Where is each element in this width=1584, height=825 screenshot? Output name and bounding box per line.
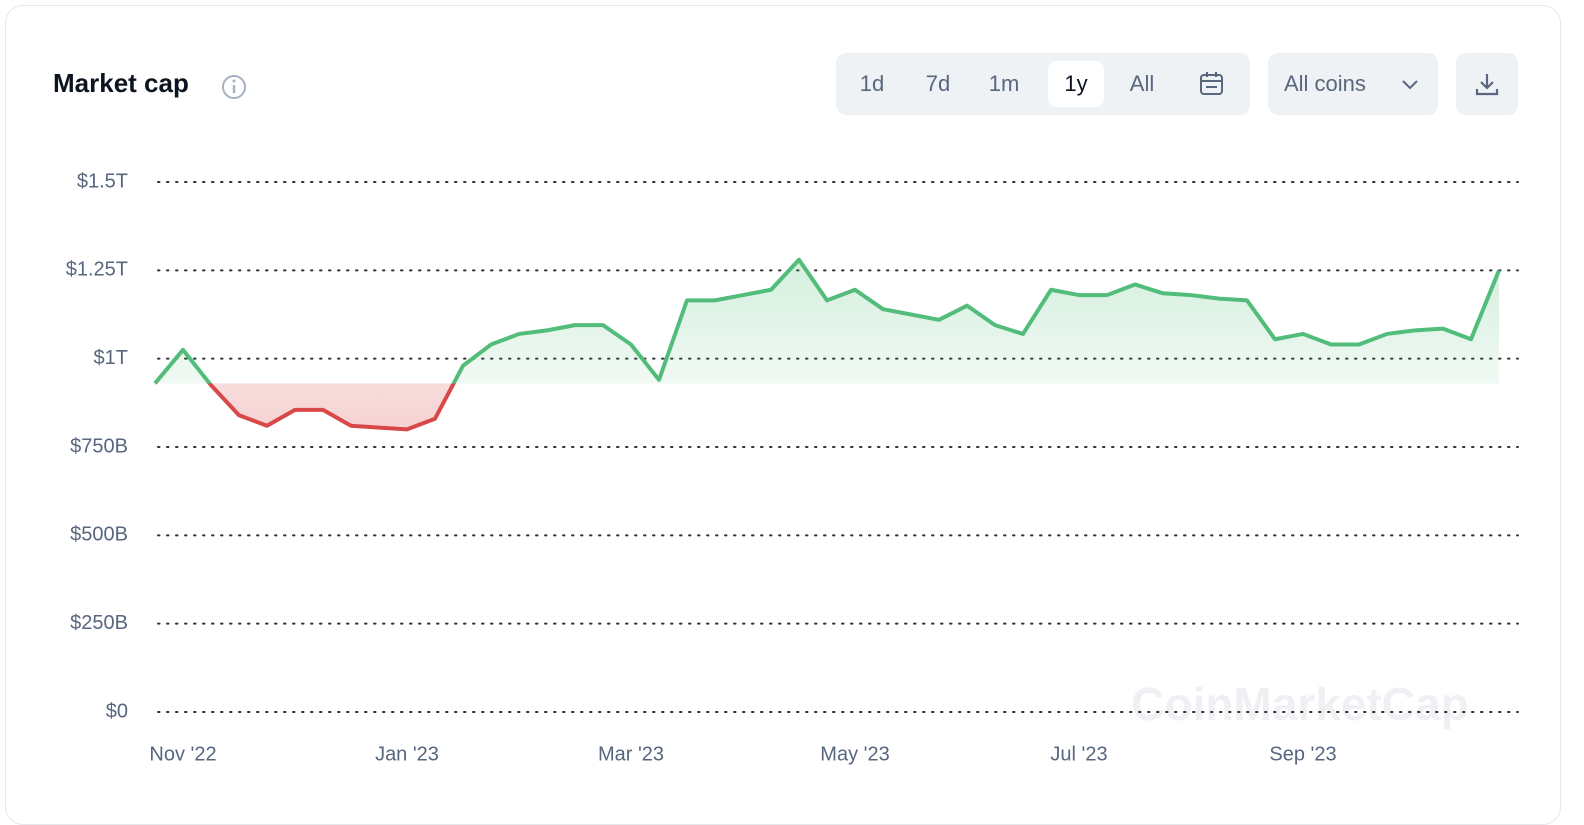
- range-button[interactable]: 1m: [988, 71, 1020, 96]
- range-button[interactable]: All: [1129, 71, 1155, 96]
- y-tick-label: $1.25T: [66, 259, 128, 281]
- coin-filter[interactable]: All coins: [1268, 53, 1438, 115]
- x-tick-label: Jul '23: [1050, 743, 1107, 765]
- chart: CoinMarketCap $0 $250B $500B $750B $1T $1.25T $…: [66, 170, 1519, 765]
- x-tick-label: Jan '23: [375, 743, 439, 765]
- y-tick-label: $250B: [70, 612, 128, 634]
- y-tick-label: $1.5T: [77, 170, 128, 192]
- download-icon: [1475, 74, 1499, 96]
- x-tick-label: Nov '22: [149, 743, 216, 765]
- area-down: [155, 383, 1499, 430]
- range-button[interactable]: 1d: [859, 71, 885, 96]
- range-button[interactable]: 1y: [1048, 61, 1104, 107]
- line: [153, 257, 1501, 432]
- info-icon[interactable]: [220, 73, 248, 101]
- y-tick-label: $1T: [94, 347, 128, 369]
- page: Market cap 1d 7d 1m 1y All All coins CoinMar…: [5, 5, 1561, 825]
- download-button[interactable]: [1456, 53, 1518, 115]
- y-tick-label: $0: [106, 700, 128, 722]
- y-tick-label: $750B: [70, 435, 128, 457]
- x-tick-label: Mar '23: [598, 743, 664, 765]
- x-tick-label: May '23: [820, 743, 889, 765]
- area-up: [155, 259, 1499, 384]
- range-selector: 1d 7d 1m 1y All: [836, 53, 1250, 115]
- range-button[interactable]: 7d: [925, 71, 951, 96]
- chevron: [1402, 80, 1418, 90]
- y-tick-label: $500B: [70, 524, 128, 546]
- coin-filter-label: All coins: [1284, 71, 1366, 96]
- watermark: CoinMarketCap: [1131, 678, 1468, 730]
- calendar-button[interactable]: [1198, 70, 1226, 98]
- title: Market cap: [53, 68, 189, 98]
- x-tick-label: Sep '23: [1269, 743, 1336, 765]
